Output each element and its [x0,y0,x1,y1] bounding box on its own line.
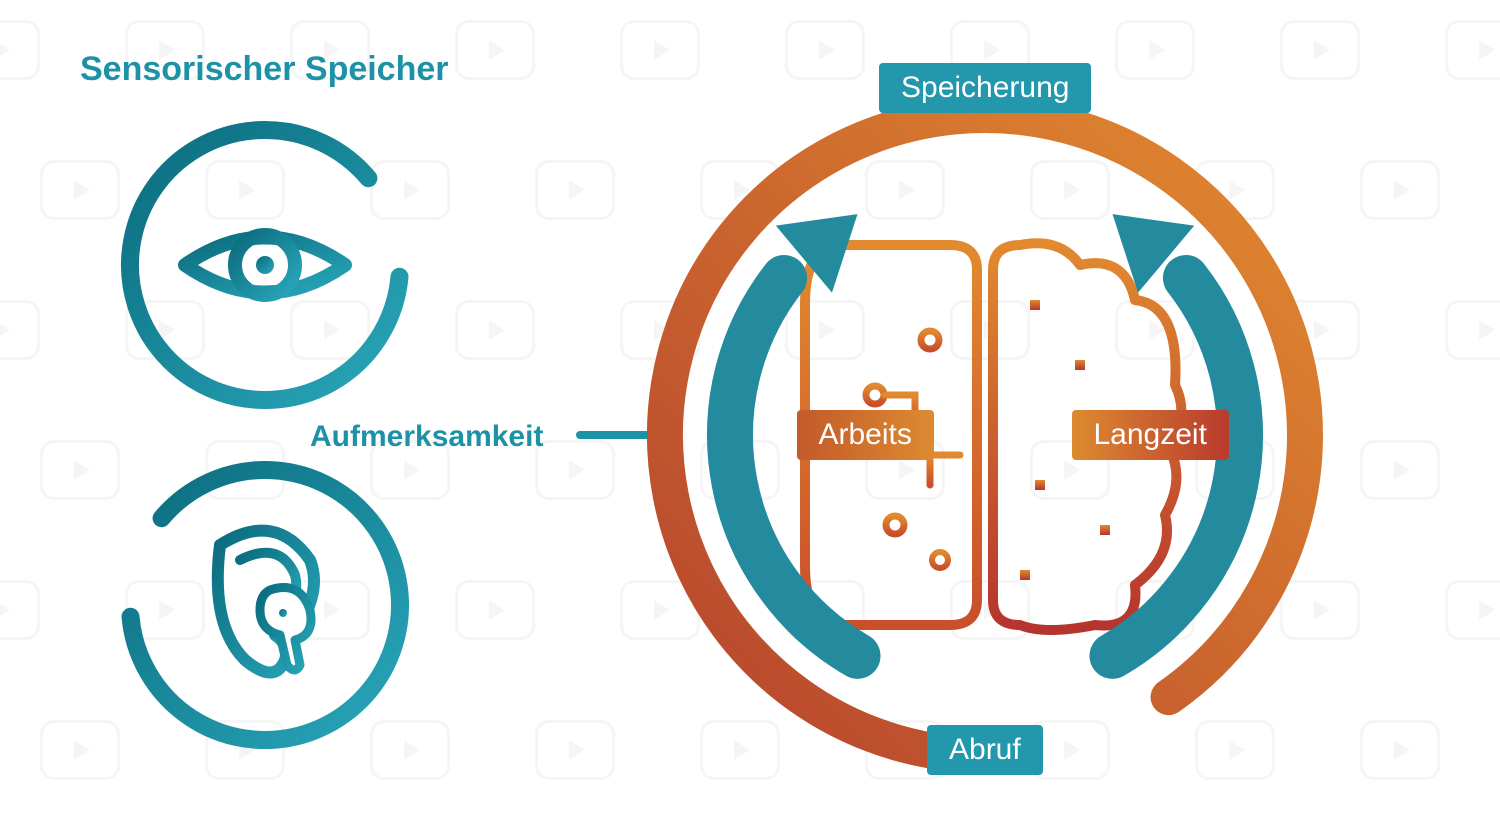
eye-sensory-circle [112,112,418,418]
ear-sensory-circle [112,452,418,758]
longterm-memory-label: Langzeit [1072,410,1229,460]
working-memory-label: Arbeits [797,410,934,460]
title-sensory-memory: Sensorischer Speicher [80,50,449,89]
retrieval-label: Abruf [927,725,1043,775]
memory-diagram [589,39,1381,831]
attention-label: Aufmerksamkeit [310,420,543,454]
storage-label: Speicherung [879,63,1091,113]
